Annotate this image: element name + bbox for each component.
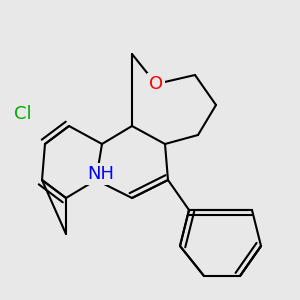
Text: Cl: Cl — [14, 105, 31, 123]
Text: NH: NH — [87, 165, 114, 183]
Text: O: O — [149, 75, 163, 93]
